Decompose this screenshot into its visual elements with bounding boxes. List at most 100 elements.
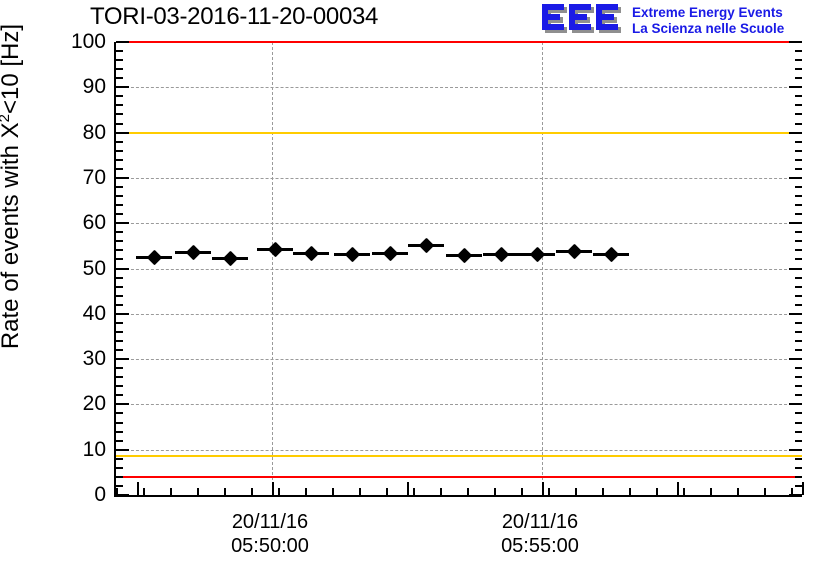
data-point-marker xyxy=(303,245,319,261)
y-axis-tick-label: 60 xyxy=(82,211,106,235)
y-axis-tick xyxy=(116,258,123,261)
x-axis-tick xyxy=(359,488,361,495)
y-axis-tick xyxy=(116,240,123,243)
y-axis-tick xyxy=(116,77,123,80)
x-axis-tick-label-date: 20/11/16 xyxy=(501,511,579,533)
y-axis-tick xyxy=(116,358,129,361)
y-axis-tick-label: 100 xyxy=(70,30,106,53)
y-axis-tick xyxy=(116,204,123,207)
y-axis-tick xyxy=(116,276,123,279)
data-point-marker xyxy=(146,249,162,266)
data-point-marker xyxy=(456,248,472,264)
y-axis-tick xyxy=(116,494,129,496)
y-axis-tick-right xyxy=(795,294,802,297)
y-axis-tick xyxy=(116,267,129,270)
x-axis-tick xyxy=(656,488,658,495)
y-axis-tick-label: 20 xyxy=(82,392,106,416)
y-axis-tick xyxy=(116,86,129,89)
y-axis-tick xyxy=(116,412,123,415)
y-axis-tick-right xyxy=(789,267,802,270)
y-axis-tick-right xyxy=(795,140,802,143)
y-axis-tick xyxy=(116,222,129,225)
y-axis-tick-right xyxy=(795,367,802,370)
x-axis-tick xyxy=(575,488,577,495)
gridline-horizontal xyxy=(116,404,802,406)
y-axis-tick xyxy=(116,294,123,297)
y-axis-tick xyxy=(116,95,123,98)
data-point-marker xyxy=(493,247,509,263)
x-axis-tick xyxy=(305,488,307,495)
x-axis-tick xyxy=(170,488,172,495)
plot-area xyxy=(114,41,804,497)
x-axis-tick xyxy=(332,488,334,495)
logo-text: Extreme Energy Events La Scienza nelle S… xyxy=(632,5,784,37)
y-axis-tick-right xyxy=(795,240,802,243)
threshold-line-upper-yellow-warning xyxy=(116,131,802,134)
x-axis-tick xyxy=(440,488,442,495)
y-axis-tick xyxy=(116,158,123,161)
y-axis-tick-right xyxy=(795,303,802,306)
y-axis-tick xyxy=(116,421,123,424)
x-axis-tick-label: 20/11/16 05:55:00 xyxy=(460,510,620,558)
y-axis-tick-right xyxy=(789,448,802,451)
y-axis-tick xyxy=(116,385,123,388)
y-axis-tick-label: 70 xyxy=(82,165,106,189)
y-axis-tick xyxy=(116,213,123,216)
x-axis-tick xyxy=(278,488,280,495)
y-axis-tick-right xyxy=(789,131,802,134)
gridline-vertical xyxy=(272,42,273,495)
logo-text-line1: Extreme Energy Events xyxy=(632,5,783,20)
y-axis-tick-right xyxy=(789,358,802,361)
y-axis-tick xyxy=(116,41,129,43)
y-axis-tick-right xyxy=(795,376,802,379)
x-axis-tick xyxy=(251,488,253,495)
y-axis-title: Rate of events with X2<10 [Hz] xyxy=(0,24,24,350)
y-axis-tick-right xyxy=(795,104,802,107)
y-axis-tick-right xyxy=(795,457,802,460)
x-axis-tick-major xyxy=(677,482,679,495)
x-axis-tick xyxy=(791,488,793,495)
x-axis-tick-major xyxy=(272,482,274,495)
gridline-horizontal xyxy=(116,268,802,270)
y-axis-tick-right xyxy=(795,185,802,188)
y-axis-tick xyxy=(116,59,123,62)
x-axis-tick-label: 20/11/16 05:50:00 xyxy=(190,510,350,558)
y-axis-tick-label: 50 xyxy=(82,256,106,280)
x-axis-tick xyxy=(386,488,388,495)
x-axis-tick xyxy=(602,488,604,495)
y-axis-tick-right xyxy=(795,122,802,125)
y-axis-tick-right xyxy=(795,95,802,98)
y-axis-tick xyxy=(116,167,123,170)
x-axis-tick xyxy=(143,488,145,495)
y-axis-tick xyxy=(116,330,123,333)
y-axis-tick-right xyxy=(795,204,802,207)
data-point-marker xyxy=(344,246,360,263)
y-axis-tick-right xyxy=(795,249,802,252)
y-axis-tick-right xyxy=(789,403,802,406)
gridline-horizontal xyxy=(116,87,802,89)
gridline-horizontal xyxy=(116,313,802,315)
y-axis-tick xyxy=(116,312,129,315)
x-axis-tick-label-time: 05:50:00 xyxy=(231,535,309,557)
x-axis-tick xyxy=(197,488,199,495)
y-axis-tick xyxy=(116,176,129,179)
y-axis-tick-label: 40 xyxy=(82,301,106,325)
y-axis-tick-right xyxy=(795,412,802,415)
y-axis-tick xyxy=(116,113,123,116)
y-axis-tick xyxy=(116,466,123,469)
y-axis-tick xyxy=(116,430,123,433)
x-axis-tick-major xyxy=(542,482,544,495)
eee-logo: Extreme Energy Events La Scienza nelle S… xyxy=(540,2,836,42)
y-axis-tick-label: 30 xyxy=(82,347,106,371)
y-axis-tick xyxy=(116,303,123,306)
y-axis-tick-right xyxy=(795,430,802,433)
x-axis-tick-major xyxy=(137,482,139,495)
threshold-line-upper-red-limit xyxy=(116,41,802,43)
x-axis-tick-major xyxy=(407,482,409,495)
x-axis-tick-label-date: 20/11/16 xyxy=(231,511,309,533)
x-axis-tick xyxy=(548,488,550,495)
x-axis-tick xyxy=(683,488,685,495)
gridline-horizontal xyxy=(116,449,802,451)
x-axis-tick-label-time: 05:55:00 xyxy=(501,535,579,557)
y-axis-tick-label: 0 xyxy=(94,483,106,506)
